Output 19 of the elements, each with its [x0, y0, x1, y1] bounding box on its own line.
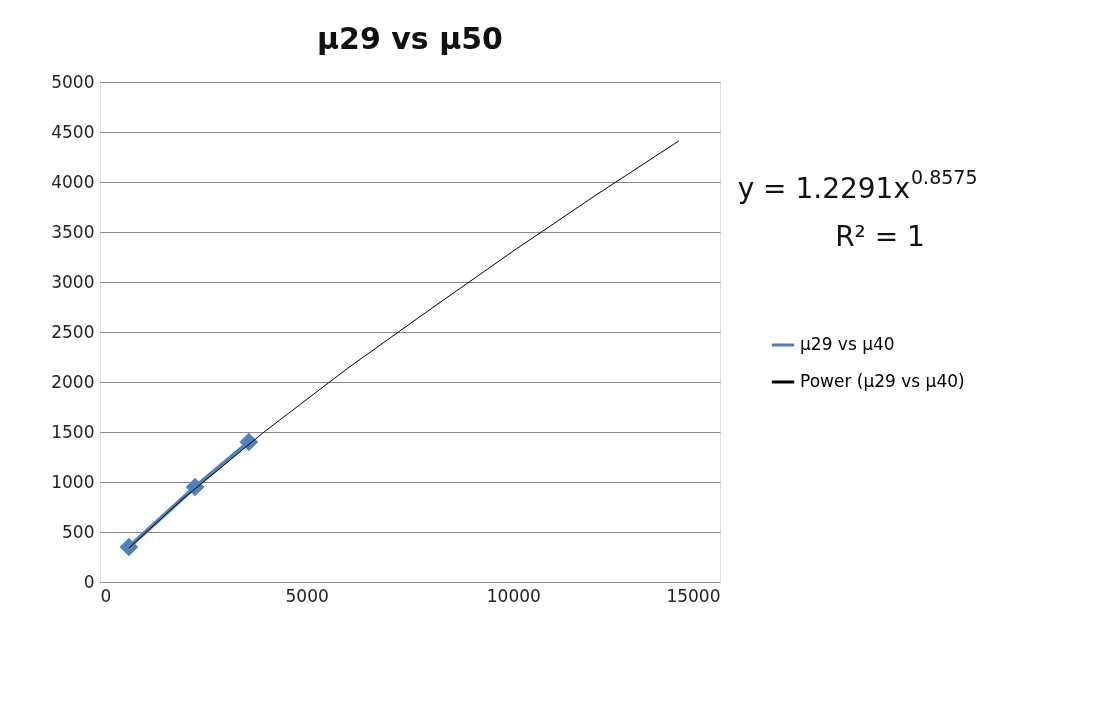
- y-tick-label: 1000: [51, 471, 95, 492]
- x-tick-label: 0: [100, 585, 112, 606]
- x-tick-label: 15000: [666, 585, 721, 606]
- x-tick-label: 5000: [285, 585, 329, 606]
- y-tick-label: 4500: [51, 121, 95, 142]
- y-tick-label: 4000: [51, 171, 95, 192]
- y-tick-label: 0: [83, 571, 95, 592]
- y-tick-label: 3500: [51, 221, 95, 242]
- y-tick-label: 2000: [51, 371, 95, 392]
- legend-label: Power (μ29 vs μ40): [800, 371, 965, 391]
- y-tick-label: 2500: [51, 321, 95, 342]
- y-tick-label: 5000: [51, 71, 95, 92]
- legend-label: μ29 vs μ40: [800, 334, 895, 354]
- text: R² = 1: [835, 220, 925, 253]
- chart-title: μ29 vs μ50: [317, 21, 503, 56]
- y-tick-label: 3000: [51, 271, 95, 292]
- x-tick-label: 10000: [486, 585, 541, 606]
- y-tick-label: 500: [62, 521, 95, 542]
- y-tick-label: 1500: [51, 421, 95, 442]
